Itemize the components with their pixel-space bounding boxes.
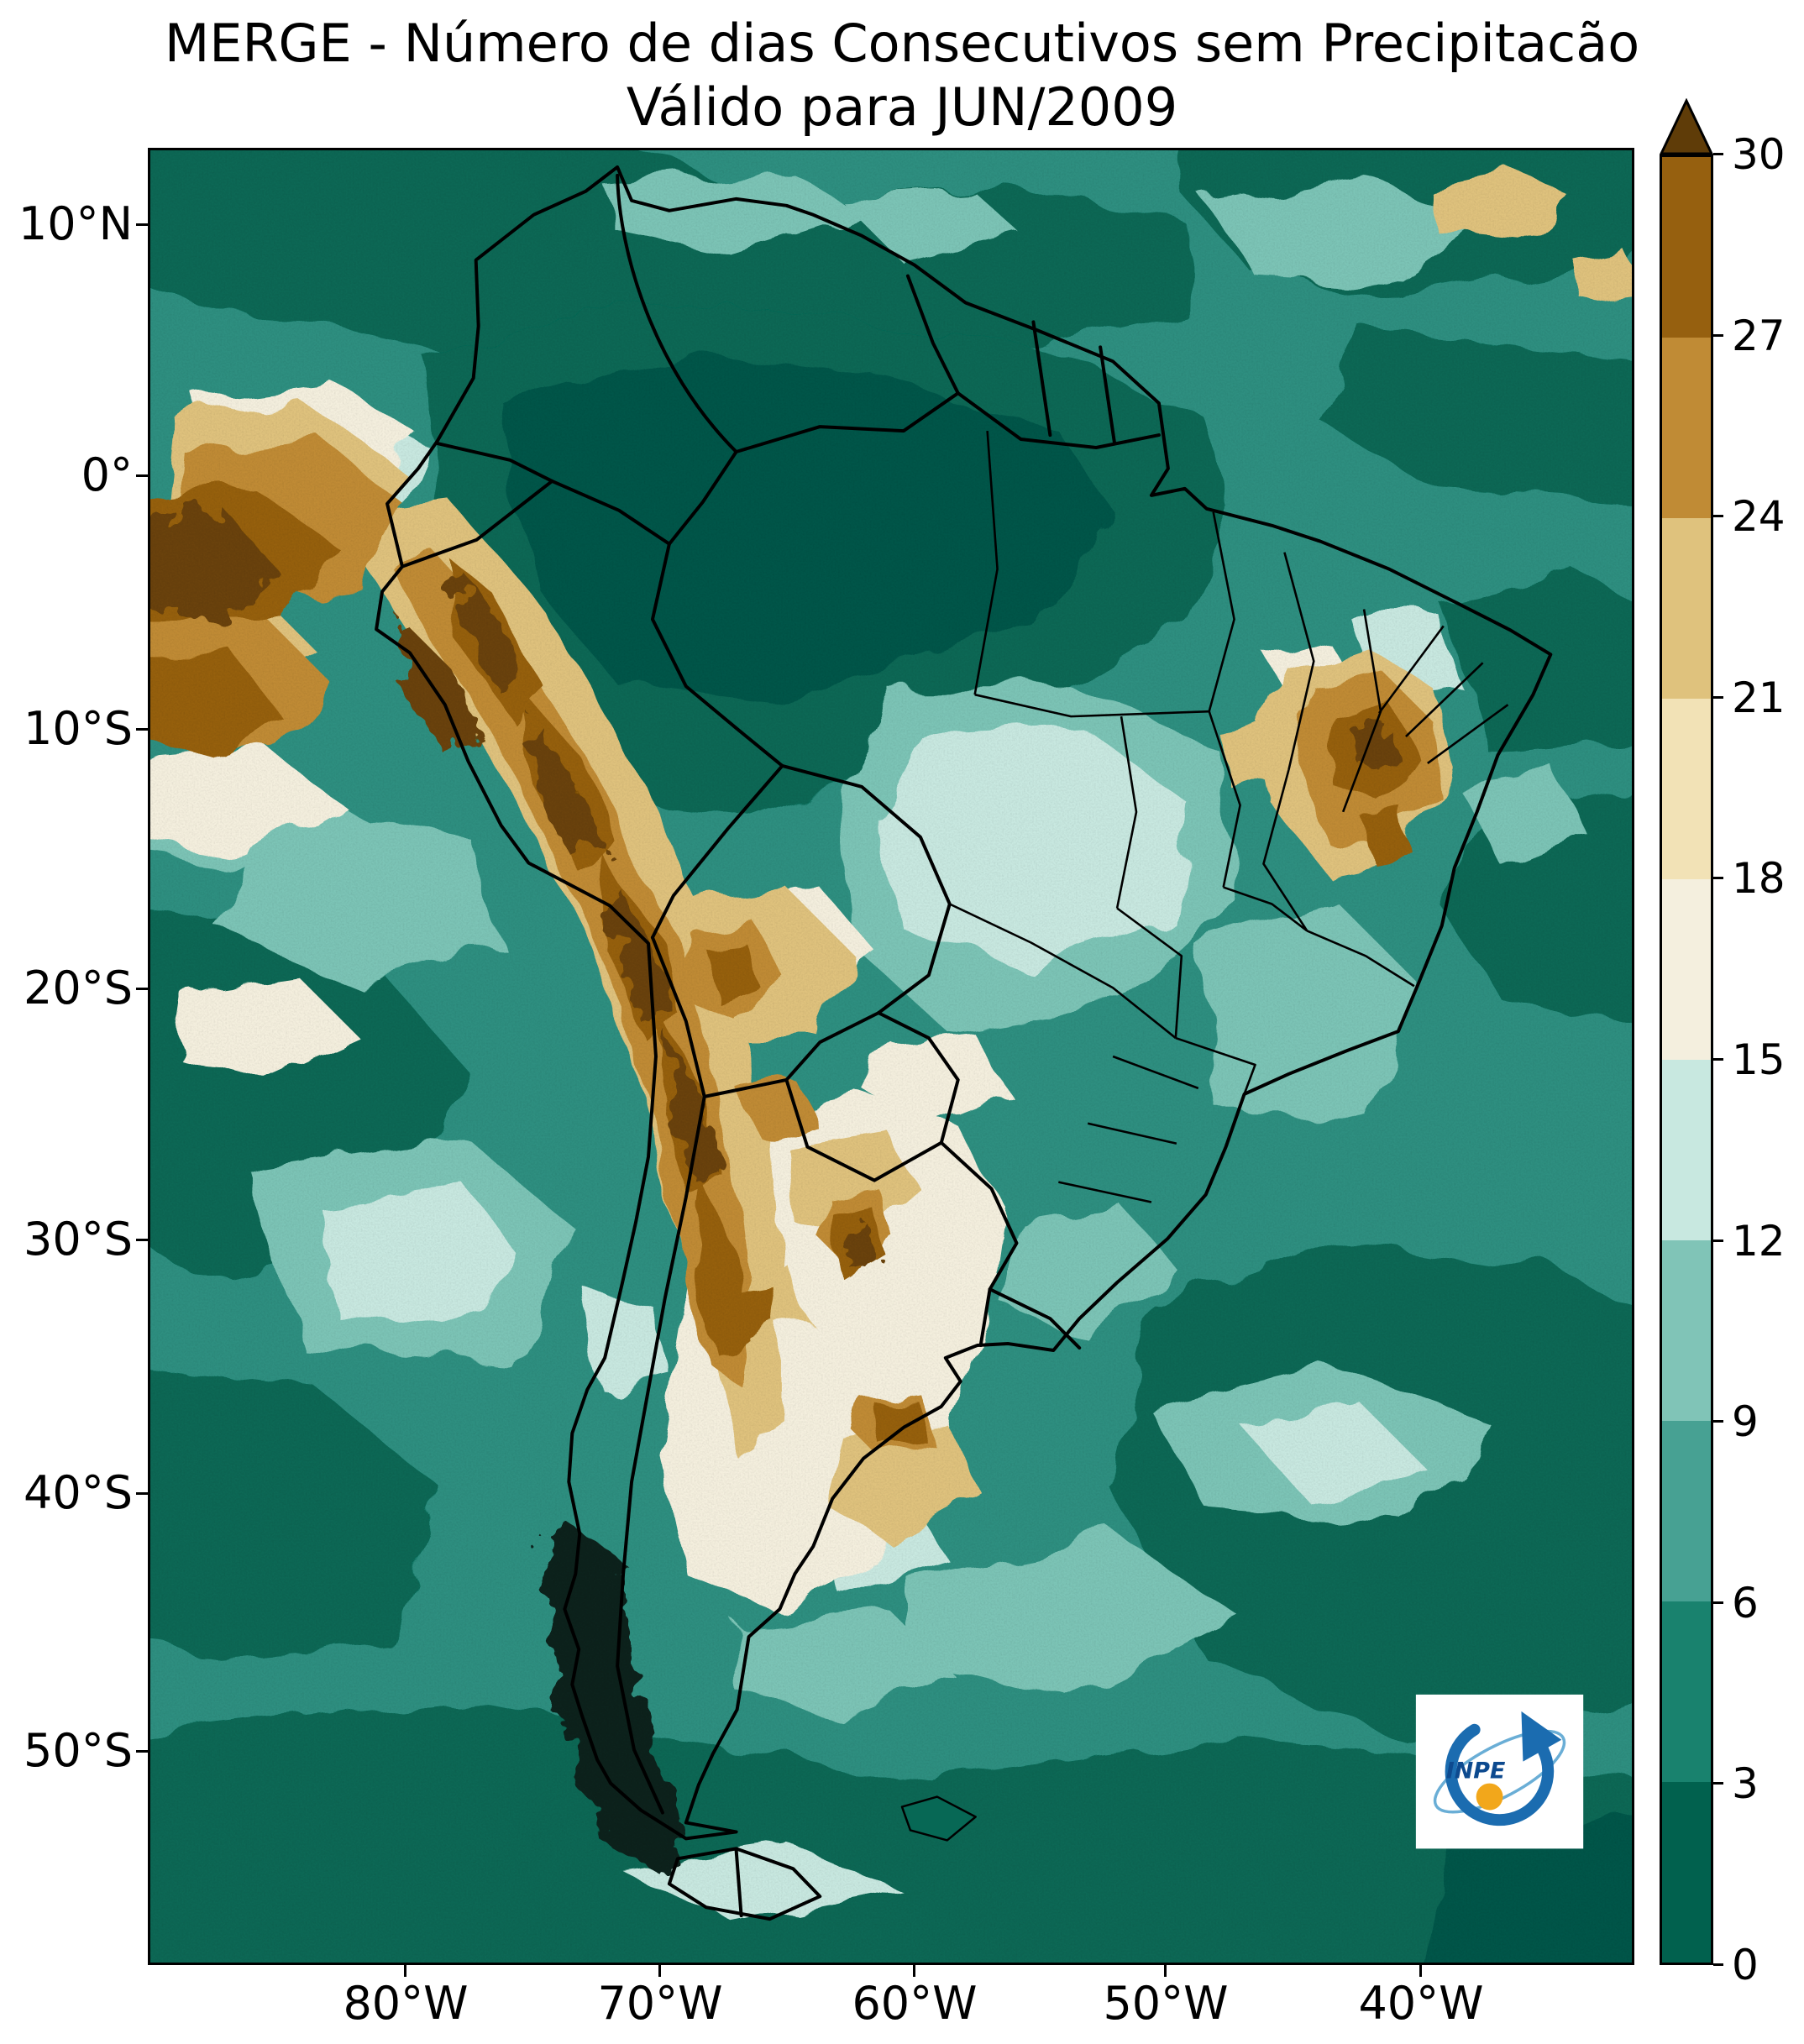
lon-tick-label: 80°W [343, 1977, 469, 2030]
falkland-islands [900, 1795, 977, 1842]
country-borders [375, 165, 1553, 1921]
coastline [375, 165, 1553, 1841]
colorbar-segment-9-to-12 [1662, 1240, 1711, 1421]
colorbar-tick-label: 30 [1732, 130, 1786, 179]
colorbar-body [1660, 155, 1713, 1965]
title-line-1: MERGE - Número de dias Consecutivos sem … [164, 13, 1640, 74]
inpe-orange-sphere [1476, 1783, 1503, 1811]
colorbar-tick-label: 27 [1732, 311, 1786, 360]
colorbar-segment-21-to-24 [1662, 518, 1711, 699]
raster-field [150, 150, 1632, 1963]
colorbar-segment-0-to-3 [1662, 1782, 1711, 1963]
colorbar-tick-label: 3 [1732, 1759, 1759, 1809]
south-america-map: INPE [150, 150, 1632, 1963]
inpe-logo: INPE [1415, 1694, 1584, 1849]
lon-tick-mark [1419, 1965, 1422, 1977]
colorbar-tick-mark [1713, 1601, 1723, 1604]
colorbar-segment-18-to-21 [1662, 699, 1711, 879]
lat-tick-label: 10°N [18, 197, 133, 251]
figure-title: MERGE - Número de dias Consecutivos sem … [0, 12, 1804, 139]
colorbar-segment-27-to-30 [1662, 157, 1711, 338]
lat-tick-mark [136, 223, 148, 226]
colorbar-tick-label: 12 [1732, 1216, 1786, 1266]
lon-tick-mark [913, 1965, 915, 1977]
colorbar-tick-mark [1713, 1963, 1723, 1966]
colorbar-tick-mark [1713, 1239, 1723, 1242]
lat-tick-label: 20°S [24, 962, 133, 1015]
lon-tick-label: 70°W [597, 1977, 723, 2030]
lat-tick-mark [136, 988, 148, 990]
lat-tick-label: 0° [81, 448, 133, 502]
lat-tick-mark [136, 728, 148, 731]
inpe-swoosh-arrow [1445, 1723, 1555, 1826]
map-panel: INPE [148, 148, 1634, 1965]
colorbar-segment-6-to-9 [1662, 1421, 1711, 1601]
lat-tick-mark [136, 1750, 148, 1753]
colorbar-tick-mark [1713, 1058, 1723, 1061]
colorbar-tick-label: 6 [1732, 1578, 1759, 1627]
colorbar-segment-24-to-27 [1662, 338, 1711, 518]
colorbar-segment-3-to-6 [1662, 1601, 1711, 1782]
lat-tick-label: 10°S [24, 702, 133, 756]
colorbar-segment-15-to-18 [1662, 879, 1711, 1060]
tierra-del-fuego [667, 1847, 822, 1921]
colorbar-tick-mark [1713, 153, 1723, 155]
inpe-orbit-line [1433, 1729, 1566, 1814]
lat-tick-mark [136, 474, 148, 477]
colorbar-segment-12-to-15 [1662, 1060, 1711, 1240]
lon-tick-label: 50°W [1103, 1977, 1229, 2030]
inpe-logo-text: INPE [1446, 1758, 1506, 1785]
colorbar-tick-mark [1713, 1420, 1723, 1423]
colorbar-tick-mark [1713, 333, 1723, 337]
lat-tick-mark [136, 1492, 148, 1495]
lon-tick-mark [658, 1965, 661, 1977]
title-line-2: Válido para JUN/2009 [626, 76, 1178, 138]
colorbar-tick-label: 0 [1732, 1941, 1759, 1989]
colorbar-over-arrow [1660, 98, 1713, 155]
colorbar-tick-mark [1713, 515, 1723, 518]
colorbar-tick-label: 18 [1732, 854, 1786, 904]
lon-tick-label: 60°W [852, 1977, 978, 2030]
lon-tick-label: 40°W [1358, 1977, 1484, 2030]
inpe-arrowhead [1521, 1711, 1562, 1762]
lat-tick-label: 50°S [24, 1724, 133, 1778]
state-borders [949, 430, 1509, 1203]
colorbar-tick-label: 9 [1732, 1397, 1759, 1447]
lon-tick-mark [404, 1965, 406, 1977]
colorbar-tick-mark [1713, 1782, 1723, 1785]
lon-tick-mark [1164, 1965, 1167, 1977]
colorbar-tick-mark [1713, 695, 1723, 699]
colorbar-tick-mark [1713, 877, 1723, 880]
colorbar-tick-label: 21 [1732, 673, 1786, 722]
raster-noise-texture [150, 150, 1632, 1963]
colorbar-tick-label: 24 [1732, 492, 1786, 542]
lat-tick-mark [136, 1239, 148, 1241]
colorbar-tick-label: 15 [1732, 1035, 1786, 1084]
lat-tick-label: 30°S [24, 1213, 133, 1266]
lat-tick-label: 40°S [24, 1466, 133, 1520]
